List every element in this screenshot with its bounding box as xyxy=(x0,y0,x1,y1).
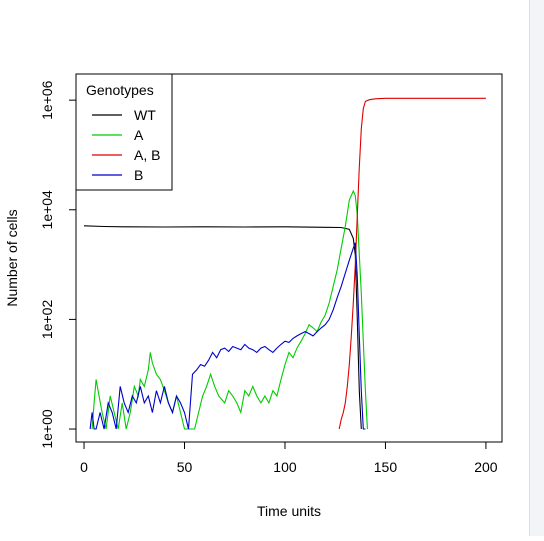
x-axis-label: Time units xyxy=(257,503,321,519)
legend: Genotypes WT A A, B B xyxy=(75,73,173,191)
x-axis: 0 50 100 150 200 xyxy=(80,441,498,475)
y-axis-label: Number of cells xyxy=(4,209,20,306)
series-line-a-b xyxy=(338,97,486,430)
series-line-a xyxy=(91,189,368,430)
window-edge-line xyxy=(529,0,530,536)
legend-label: WT xyxy=(134,107,156,123)
y-axis: 1e+00 1e+02 1e+04 1e+06 xyxy=(39,80,77,449)
series-layer xyxy=(83,97,486,430)
legend-title: Genotypes xyxy=(86,82,154,98)
series-line-b xyxy=(89,242,366,430)
legend-entries: WT A A, B B xyxy=(92,107,160,183)
x-tick-label: 0 xyxy=(80,459,88,475)
y-tick-label: 1e+02 xyxy=(39,300,55,340)
legend-label: A xyxy=(134,127,144,143)
y-tick-label: 1e+00 xyxy=(39,409,55,449)
x-tick-label: 50 xyxy=(177,459,193,475)
y-tick-label: 1e+04 xyxy=(39,190,55,230)
series-line-wt xyxy=(83,225,362,430)
x-tick-label: 150 xyxy=(374,459,398,475)
x-tick-label: 100 xyxy=(273,459,297,475)
y-tick-label: 1e+06 xyxy=(39,80,55,120)
legend-label: B xyxy=(134,167,143,183)
legend-label: A, B xyxy=(134,147,160,163)
window-edge-strip xyxy=(530,0,544,536)
legend-box xyxy=(75,73,173,191)
x-tick-label: 200 xyxy=(474,459,498,475)
